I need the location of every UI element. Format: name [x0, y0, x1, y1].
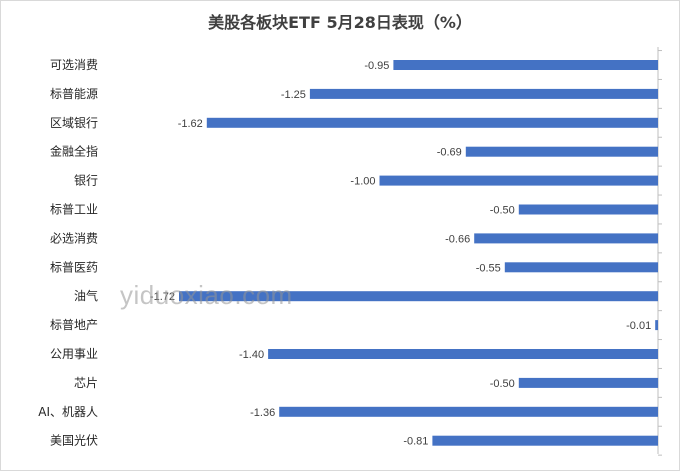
data-label: -0.01: [626, 320, 651, 332]
data-label: -1.40: [239, 349, 264, 361]
category-label: 标普工业: [50, 203, 98, 217]
data-label: -0.50: [490, 378, 515, 390]
bar: [655, 320, 658, 331]
bar: [504, 262, 658, 273]
watermark: yiduoxiao.com: [120, 280, 293, 310]
data-label: -1.00: [350, 176, 375, 188]
category-label: 区域银行: [50, 116, 98, 130]
category-label: AI、机器人: [38, 405, 98, 419]
bar: [206, 117, 659, 128]
data-label: -0.50: [490, 205, 515, 217]
category-label: 美国光伏: [50, 434, 98, 448]
category-label: 可选消费: [50, 58, 98, 72]
category-label: 金融全指: [50, 144, 98, 159]
category-label: 标普能源: [50, 87, 98, 101]
category-label: 公用事业: [50, 347, 98, 361]
bar: [432, 435, 658, 446]
bar: [179, 291, 658, 302]
category-label: 油气: [74, 288, 98, 303]
data-label: -0.69: [437, 147, 462, 159]
category-label: 标普地产: [50, 318, 98, 332]
bar: [279, 406, 658, 417]
category-label: 必选消费: [50, 231, 98, 245]
chart-title: 美股各板块ETF 5月28日表现（%）: [208, 13, 472, 32]
data-label: -0.81: [403, 436, 428, 448]
bar: [393, 60, 658, 70]
bar: [474, 233, 658, 244]
category-label: 银行: [74, 174, 98, 188]
data-label: -0.66: [445, 233, 470, 245]
data-label: -0.55: [476, 262, 501, 274]
data-label: -1.62: [178, 118, 203, 130]
category-label: 标普医药: [50, 260, 98, 274]
bar: [309, 88, 658, 99]
bar: [379, 175, 658, 186]
category-label: 芯片: [74, 376, 98, 390]
data-label: -0.95: [364, 60, 389, 72]
bar: [518, 377, 659, 388]
data-label: -1.36: [250, 407, 275, 419]
data-label: -1.25: [281, 89, 306, 101]
bar: [465, 146, 658, 157]
bar: [518, 204, 659, 215]
data-label: -1.72: [150, 291, 175, 303]
bar: [268, 349, 658, 359]
